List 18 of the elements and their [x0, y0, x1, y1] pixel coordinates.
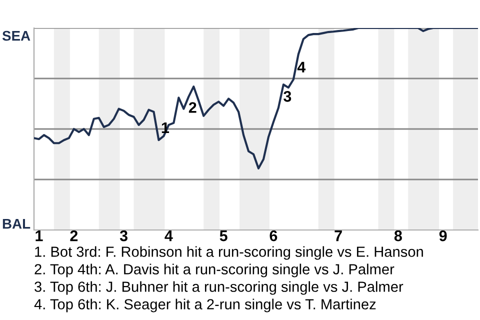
x-tick-label: 3: [120, 230, 128, 242]
text: 3. Top 6th: J. Buhner hit a run-scoring single vs J. Palmer: [34, 281, 404, 295]
text: 2. Top 4th: A. Davis hit a run-scoring single vs J. Palmer: [34, 264, 394, 278]
x-tick-label: 6: [270, 230, 278, 242]
x-tick-label: 2: [70, 230, 78, 242]
x-tick-label: 9: [439, 230, 447, 242]
annotation: 2: [188, 102, 196, 113]
x-tick-label: 8: [394, 230, 402, 242]
text: 1. Bot 3rd: F. Robinson hit a run-scoring single vs E. Hanson: [35, 246, 423, 260]
text: BAL: [2, 219, 30, 229]
annotation: 3: [284, 90, 292, 102]
x-tick-label: 7: [334, 230, 342, 242]
text: 4. Top 6th: K. Seager hit a 2-run single vs T. Martinez: [34, 298, 376, 312]
x-tick-label: 5: [220, 230, 228, 242]
x-tick-label: 1: [36, 230, 43, 242]
text: SEA: [2, 30, 30, 41]
annotation: 4: [297, 62, 306, 72]
x-tick-label: 4: [164, 230, 173, 242]
